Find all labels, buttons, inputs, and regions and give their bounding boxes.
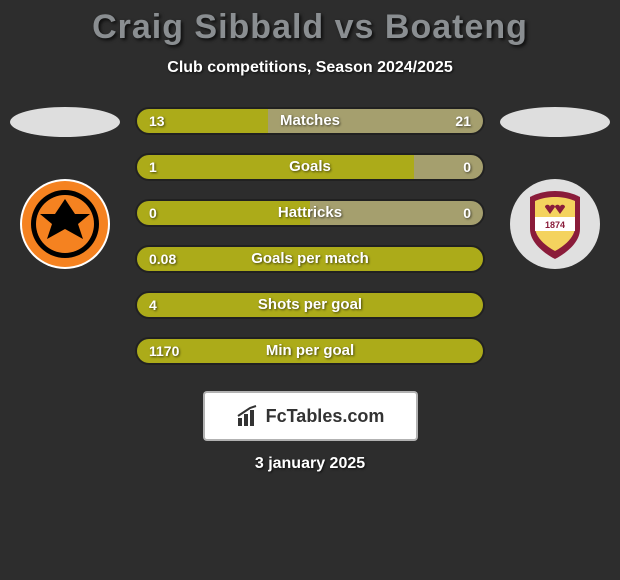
crest-left-icon (20, 179, 110, 269)
left-side (5, 107, 125, 383)
stat-row: 10Goals (135, 153, 485, 181)
stat-row: 00Hattricks (135, 199, 485, 227)
chart-icon (236, 404, 260, 428)
stat-label: Goals per match (137, 247, 483, 271)
stat-label: Goals (137, 155, 483, 179)
fctables-logo: FcTables.com (203, 391, 418, 441)
crest-right-icon: 1874 (510, 179, 600, 269)
stat-row: 0.08Goals per match (135, 245, 485, 273)
footer-date: 3 january 2025 (0, 455, 620, 473)
stat-label: Shots per goal (137, 293, 483, 317)
stat-row: 4Shots per goal (135, 291, 485, 319)
stat-row: 1170Min per goal (135, 337, 485, 365)
stat-label: Min per goal (137, 339, 483, 363)
right-side: 1874 (495, 107, 615, 383)
page-title: Craig Sibbald vs Boateng (0, 0, 620, 47)
svg-text:1874: 1874 (545, 220, 565, 230)
player-placeholder-left (10, 107, 120, 137)
stat-row: 1321Matches (135, 107, 485, 135)
team-crest-right: 1874 (510, 179, 600, 269)
stat-bars: 1321Matches 10Goals 00Hattricks 0.08Goals p… (125, 107, 495, 383)
team-crest-left (20, 179, 110, 269)
stat-label: Hattricks (137, 201, 483, 225)
content-area: 1321Matches 10Goals 00Hattricks 0.08Goals p… (0, 107, 620, 383)
stat-label: Matches (137, 109, 483, 133)
comparison-panel: Craig Sibbald vs Boateng Club competitio… (0, 0, 620, 580)
logo-text: FcTables.com (266, 406, 385, 427)
player-placeholder-right (500, 107, 610, 137)
subtitle: Club competitions, Season 2024/2025 (0, 59, 620, 77)
